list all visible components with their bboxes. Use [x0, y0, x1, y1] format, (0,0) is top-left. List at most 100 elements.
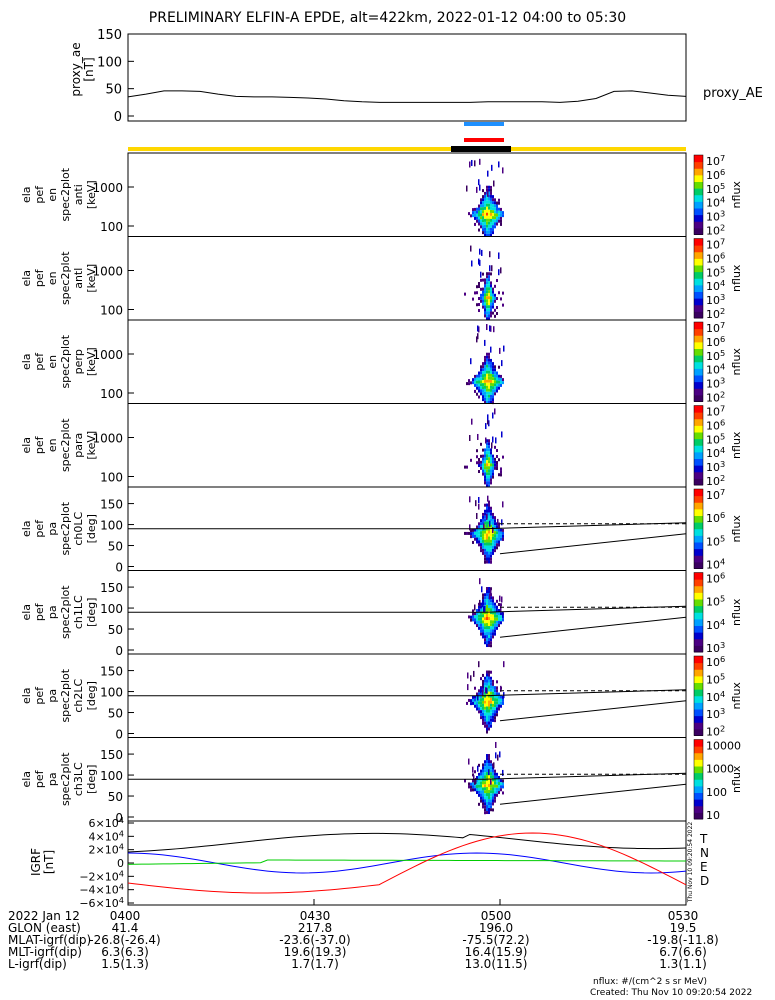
spectrogram-cell	[486, 593, 488, 597]
spectrogram-cell	[498, 213, 500, 217]
panel-ylabel-word: spec2plot	[59, 167, 72, 221]
spectrogram-cell	[478, 778, 480, 782]
spectrogram-cell	[490, 805, 492, 809]
panel-tick-label: 0	[115, 811, 123, 825]
spectrogram-cell	[486, 197, 488, 201]
spectrogram-cell	[476, 207, 478, 211]
spectrogram-cell	[484, 766, 486, 770]
colorbar-segment	[694, 715, 703, 723]
spectrogram-cell	[480, 793, 482, 797]
spectrogram-cell	[488, 709, 490, 713]
spectrogram-cell	[490, 790, 492, 794]
spectrogram-cell	[484, 542, 486, 546]
spectrogram-cell	[492, 799, 494, 803]
spectrogram-dash	[482, 689, 484, 696]
colorbar-segment	[694, 438, 703, 446]
spectrogram-dash	[477, 694, 479, 701]
spectrogram-cell	[498, 525, 500, 529]
spectrogram-cell	[482, 542, 484, 546]
spectrogram-cell	[486, 203, 488, 207]
orbit-row-value: -23.6(-37.0)	[279, 933, 350, 947]
spectrogram-cell	[494, 207, 496, 211]
spectrogram-cell	[482, 775, 484, 779]
orbit-row-value: 19.6(19.3)	[284, 945, 347, 959]
spectrogram-cell	[492, 475, 494, 479]
colorbar-segment	[694, 625, 703, 633]
spectrogram-cell	[498, 692, 500, 696]
spectrogram-cell	[486, 545, 488, 549]
spectrogram-cell	[472, 618, 474, 622]
spectrogram-cell	[484, 551, 486, 555]
spectrogram-cell	[472, 214, 474, 218]
spectrogram-cell	[490, 524, 492, 528]
spectrogram-cell	[490, 512, 492, 516]
spectrogram-cell	[482, 380, 484, 384]
spectrogram-cell	[478, 698, 480, 702]
spectrogram-cell	[484, 599, 486, 603]
spectrogram-cell	[476, 779, 478, 783]
spectrogram-cell	[492, 533, 494, 537]
spectrogram-cell	[490, 626, 492, 630]
spectrogram-cell	[480, 707, 482, 711]
spectrogram-cell	[494, 790, 496, 794]
spectrogram-cell	[498, 785, 500, 789]
spectrogram-cell	[478, 763, 480, 767]
spectrogram-cell	[496, 222, 498, 226]
spectrogram-cell	[494, 392, 496, 396]
spectrogram-cell	[484, 596, 486, 600]
colorbar-segment	[694, 355, 703, 363]
spectrogram-cell	[490, 215, 492, 219]
spectrogram-cell	[486, 808, 488, 812]
spectrogram-cell	[480, 389, 482, 393]
spectrogram-cell	[494, 198, 496, 202]
orbit-row-value: 6.7(6.6)	[659, 945, 707, 959]
panel-tick-label: 0	[115, 644, 123, 658]
spectrogram-cell	[482, 769, 484, 773]
spectrogram-cell	[490, 620, 492, 624]
spectrogram-cell	[496, 279, 498, 283]
spectrogram-cell	[500, 698, 502, 702]
spectrogram-dash	[499, 751, 501, 758]
spectrogram-cell	[484, 281, 486, 285]
panel-ylabel-word: antl	[72, 268, 85, 289]
spectrogram-cell	[464, 779, 466, 783]
spectrogram-cell	[490, 542, 492, 546]
spectrogram-cell	[486, 355, 488, 359]
spectrogram-cell	[486, 275, 488, 279]
spectrogram-cell	[478, 377, 480, 381]
spectrogram-cell	[490, 670, 492, 674]
spectrogram-cell	[478, 285, 480, 289]
spectrogram-cell	[480, 225, 482, 229]
spectrogram-cell	[484, 700, 486, 704]
spectrogram-cell	[494, 204, 496, 208]
spectrogram-cell	[486, 302, 488, 306]
colorbar-tick-label: 106	[706, 417, 725, 432]
spectrogram-cell	[490, 385, 492, 389]
spectrogram-cell	[498, 291, 500, 295]
colorbar-label: nflux	[730, 181, 743, 209]
spectrogram-cell	[492, 377, 494, 381]
spectrogram-cell	[486, 484, 488, 488]
spectrogram-cell	[480, 775, 482, 779]
colorbar-segment	[694, 799, 703, 807]
colorbar-segment	[694, 709, 703, 717]
spectrogram-dash	[477, 765, 479, 772]
spectrogram-cell	[484, 548, 486, 552]
colorbar-segment	[694, 451, 703, 459]
colorbar-segment	[694, 548, 703, 556]
spectrogram-cell	[482, 466, 484, 470]
colorbar-segment	[694, 328, 703, 336]
spectrogram-cell	[478, 695, 480, 699]
spectrogram-cell	[476, 461, 478, 465]
spectrogram-cell	[494, 692, 496, 696]
colorbar-tick-label: 106	[706, 334, 725, 349]
spectrogram-cell	[482, 198, 484, 202]
spectrogram-cell	[494, 710, 496, 714]
spectrogram-cell	[486, 539, 488, 543]
colorbar-segment	[694, 341, 703, 349]
spectrogram-cell	[488, 799, 490, 803]
spectrogram-cell	[500, 612, 502, 616]
spectrogram-cell	[490, 533, 492, 537]
spectrogram-cell	[490, 635, 492, 639]
spectrogram-dash	[466, 185, 468, 192]
